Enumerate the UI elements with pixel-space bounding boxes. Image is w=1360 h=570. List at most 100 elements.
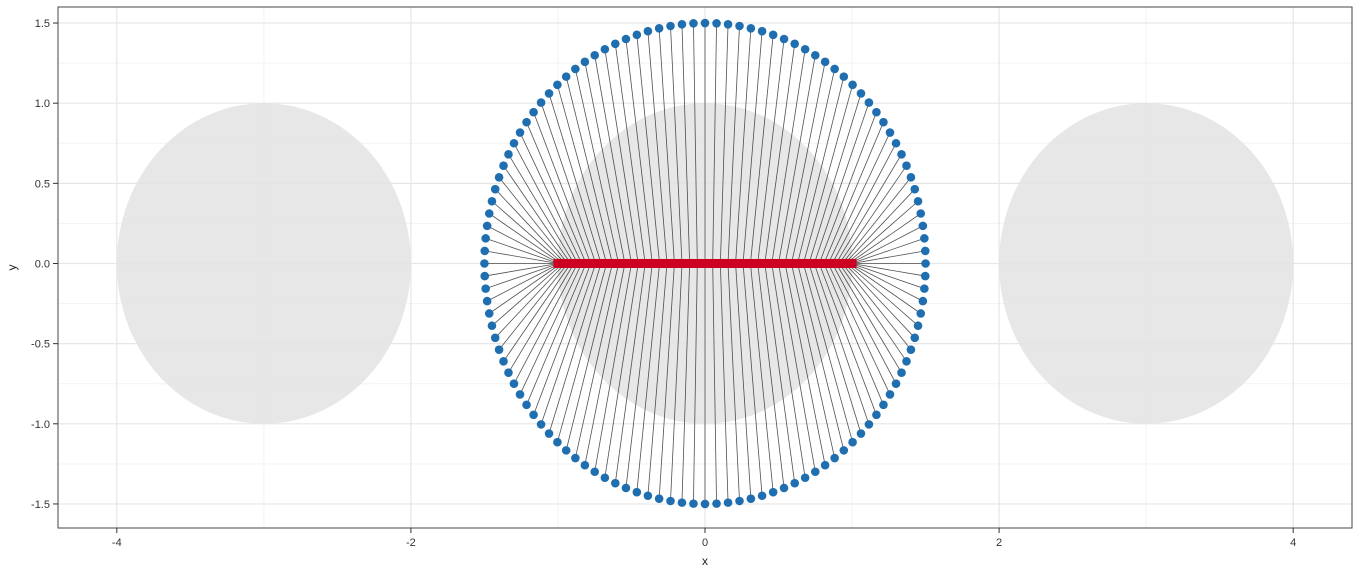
connection-line	[486, 263, 560, 302]
connection-line	[625, 38, 653, 264]
ring-point	[480, 271, 490, 281]
ring-point	[913, 321, 923, 331]
connection-line	[491, 200, 564, 264]
ring-point	[654, 494, 664, 503]
ring-point	[779, 34, 789, 44]
ring-point	[790, 39, 800, 49]
segment-point	[692, 258, 702, 268]
ring-point	[515, 390, 525, 399]
ring-point	[872, 410, 881, 420]
connection-line	[784, 61, 826, 264]
ring-point	[499, 356, 508, 366]
segment-point	[591, 258, 601, 268]
y-tick-label: 1.0	[35, 98, 50, 110]
ring-point	[490, 184, 500, 194]
background-disc	[116, 103, 411, 424]
connection-line	[735, 263, 752, 499]
segment-points	[553, 258, 857, 268]
connection-line	[574, 263, 619, 459]
ring-point	[700, 18, 710, 28]
connection-line	[844, 188, 916, 264]
ring-point	[632, 487, 642, 497]
connection-line	[813, 102, 870, 264]
connection-line	[803, 263, 853, 443]
ring-point	[481, 234, 490, 243]
ring-point	[571, 453, 580, 463]
ring-point	[509, 138, 519, 148]
ring-point	[487, 196, 497, 206]
connection-line	[636, 263, 660, 493]
connection-line	[604, 263, 639, 478]
connection-line	[839, 165, 907, 264]
segment-point	[798, 258, 808, 268]
connection-line	[503, 263, 571, 362]
ring-point	[490, 333, 500, 343]
ring-point	[484, 309, 494, 318]
connection-line	[818, 263, 877, 415]
x-tick-label: -4	[112, 537, 122, 549]
ring-point	[830, 453, 839, 463]
x-tick-label: 4	[1290, 537, 1296, 549]
ring-point	[553, 80, 562, 90]
connection-line	[513, 143, 579, 264]
ring-point	[677, 20, 687, 29]
connection-line	[742, 31, 763, 264]
segment-point	[809, 258, 819, 268]
ring-point	[839, 446, 849, 455]
ring-point	[757, 491, 767, 501]
connection-line	[508, 263, 575, 373]
connection-line	[614, 43, 646, 264]
ring-point	[810, 50, 820, 60]
segment-point	[738, 258, 748, 268]
connection-line	[508, 154, 575, 264]
segment-point	[804, 258, 814, 268]
connection-line	[693, 263, 698, 504]
ring-point	[553, 437, 562, 447]
segment-point	[814, 258, 824, 268]
connection-line	[625, 263, 653, 489]
y-axis-title: y	[5, 265, 19, 271]
ring-point	[689, 499, 698, 508]
ring-point	[848, 437, 857, 447]
connection-line	[670, 263, 683, 502]
connection-line	[584, 61, 626, 264]
connection-line	[670, 25, 683, 264]
connection-line	[831, 263, 897, 384]
ring-point	[918, 296, 928, 306]
connection-line	[839, 263, 907, 362]
connection-line	[565, 263, 613, 451]
connection-line	[647, 263, 668, 496]
connection-line	[614, 263, 646, 484]
connection-line	[486, 225, 560, 264]
segment-point	[655, 258, 665, 268]
segment-point	[774, 258, 784, 268]
ring-point	[499, 161, 508, 170]
segment-point	[607, 258, 617, 268]
connection-line	[784, 263, 826, 466]
ring-point	[920, 246, 930, 256]
y-tick-label: -1.5	[31, 499, 50, 511]
ring-point	[580, 460, 590, 470]
connection-line	[808, 263, 862, 434]
connection-line	[594, 55, 632, 264]
ring-point	[902, 161, 911, 170]
connection-line	[548, 93, 602, 264]
ring-point	[856, 89, 866, 98]
ring-point	[872, 107, 881, 117]
segment-point	[760, 258, 770, 268]
segment-point	[767, 258, 777, 268]
segment-point	[786, 258, 796, 268]
ring-point	[536, 98, 546, 107]
ring-point	[735, 496, 744, 506]
connection-line	[681, 24, 691, 264]
connection-line	[827, 132, 891, 264]
ring-point	[480, 246, 490, 256]
ring-point	[879, 400, 888, 410]
ring-point	[757, 26, 767, 36]
ring-point	[891, 138, 901, 148]
ring-point	[504, 150, 513, 159]
connection-line	[584, 263, 626, 466]
connection-line	[557, 263, 607, 443]
